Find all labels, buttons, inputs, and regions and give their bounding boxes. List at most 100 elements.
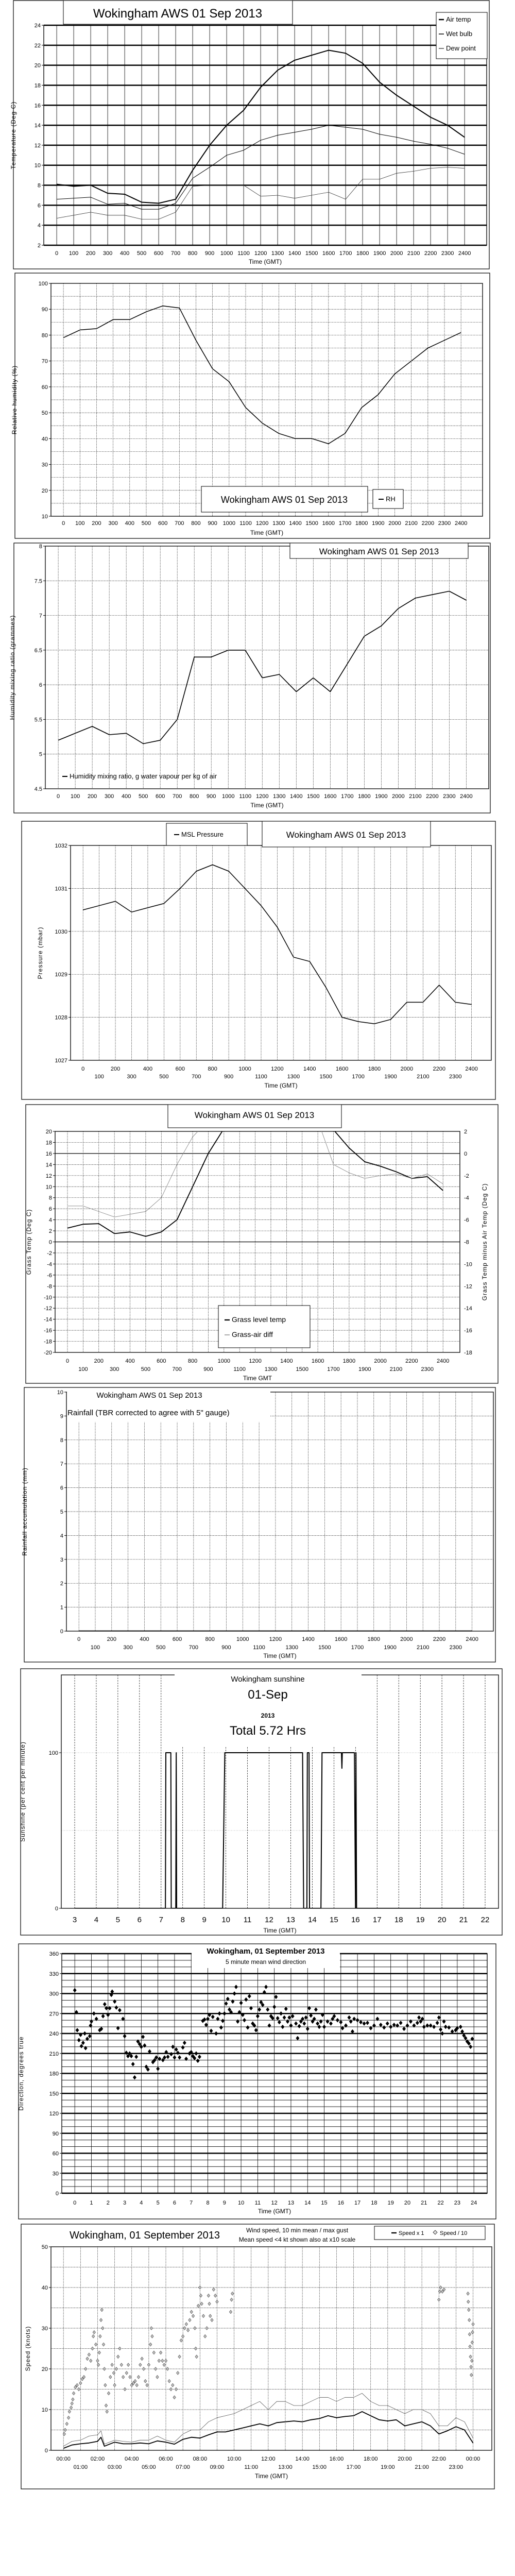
- y-tick-label: 16: [46, 1151, 52, 1157]
- data-point: [209, 2028, 213, 2033]
- y-tick-label: 1031: [55, 886, 67, 892]
- data-point: [281, 2024, 285, 2029]
- x-tick-label: 1300: [285, 1645, 298, 1651]
- data-point: [437, 2297, 441, 2302]
- data-point: [385, 2021, 389, 2026]
- data-point: [109, 2375, 112, 2379]
- data-point: [80, 2377, 84, 2381]
- data-point: [104, 2383, 107, 2387]
- data-point: [229, 2010, 233, 2015]
- y-tick-label: 50: [42, 2244, 48, 2250]
- data-point: [147, 2363, 151, 2367]
- x-tick-label: 2100: [409, 793, 421, 800]
- data-point: [124, 2050, 128, 2055]
- data-point: [67, 2415, 71, 2420]
- mixing-ratio-chart: 4.5 5 5.5 6 6.5 7 7.5 8 0 100 200 300 400 500 600 700 80…: [9, 543, 491, 814]
- data-point: [202, 2017, 207, 2022]
- data-point: [181, 2045, 185, 2050]
- x-tick-label: 21:00: [415, 2464, 429, 2470]
- series-line-1: [67, 1131, 443, 1217]
- data-point: [131, 2062, 135, 2066]
- x-tick-label: 2400: [437, 1358, 449, 1364]
- x-tick-label: 22:00: [432, 2456, 447, 2462]
- x-tick-label: 900: [208, 520, 217, 527]
- series-line-0: [56, 49, 465, 204]
- x-tick-label: 100: [69, 250, 78, 257]
- x-tick-label: 600: [176, 1066, 185, 1072]
- data-point: [195, 2354, 198, 2359]
- chart-total: Total 5.72 Hrs: [230, 1724, 306, 1738]
- x-tick-label: 5: [116, 1916, 120, 1924]
- data-point: [467, 2299, 470, 2304]
- data-point: [339, 2020, 343, 2025]
- y-tick-label: 100: [39, 281, 48, 287]
- data-point: [171, 2383, 175, 2387]
- x-tick-label: 800: [205, 1636, 214, 1642]
- data-point: [77, 2387, 81, 2392]
- data-point: [88, 2033, 92, 2039]
- x-axis-title: Time (GMT): [249, 258, 282, 265]
- data-point: [236, 2019, 240, 2024]
- y-tick-label: 2: [38, 243, 41, 249]
- data-point: [270, 2015, 274, 2021]
- chart-title: Wokingham, 01 September 2013: [207, 1947, 325, 1956]
- series-group: [67, 1131, 443, 1237]
- y-tick-label: 14: [46, 1162, 52, 1168]
- data-point: [122, 2375, 125, 2379]
- data-point: [294, 2021, 298, 2026]
- x-tick-label: 2100: [417, 1645, 429, 1651]
- x-tick-label: 1600: [322, 520, 335, 527]
- y-tick-label: 18: [46, 1140, 52, 1146]
- x-axis-title: Time (GMT): [250, 529, 283, 536]
- x-tick-label: 1700: [352, 1074, 364, 1080]
- x-tick-label: 11: [255, 2200, 261, 2206]
- data-point: [145, 2383, 149, 2387]
- x-tick-label: 200: [86, 250, 95, 257]
- data-point: [183, 2326, 186, 2330]
- x-tick-label: 15:00: [313, 2464, 327, 2470]
- data-point: [438, 2289, 442, 2294]
- data-point: [442, 2287, 446, 2292]
- y-axis-title: Temperature (Deg C): [10, 101, 17, 170]
- y-tick-label: 5.5: [35, 717, 42, 723]
- data-point: [73, 1988, 77, 1993]
- data-point: [154, 2367, 158, 2371]
- data-point: [83, 2046, 88, 2050]
- x-tick-label: 2100: [407, 250, 420, 257]
- x-tick-label: 8: [206, 2200, 209, 2206]
- x-tick-label: 700: [171, 250, 180, 257]
- data-point: [392, 2022, 396, 2027]
- data-point: [312, 2016, 316, 2021]
- data-point: [79, 2044, 83, 2048]
- data-point: [104, 2403, 108, 2408]
- x-tick-label: 2100: [417, 1074, 429, 1080]
- data-point: [190, 2310, 193, 2314]
- series-line-1: [63, 2411, 474, 2449]
- data-point: [347, 2015, 351, 2020]
- data-point: [191, 2314, 195, 2318]
- x-tick-label: 200: [107, 1636, 116, 1642]
- x-tick-label: 13: [288, 2200, 294, 2206]
- data-point: [425, 2023, 430, 2028]
- label-box: [436, 12, 488, 59]
- data-point: [189, 2049, 193, 2055]
- x-tick-label: 04:00: [125, 2456, 139, 2462]
- x-tick-label: 100: [71, 793, 80, 800]
- x-tick-label: 12: [271, 2200, 278, 2206]
- data-point: [290, 2014, 295, 2019]
- x-tick-label: 2400: [466, 1636, 478, 1642]
- y-tick-label: 70: [42, 359, 48, 365]
- x-tick-label: 24: [471, 2200, 477, 2206]
- y-tick-label: 9: [60, 1413, 63, 1419]
- data-point: [112, 2370, 116, 2375]
- y-tick-label: 40: [42, 2285, 48, 2291]
- data-point: [443, 2024, 448, 2029]
- x-tick-label: 17: [373, 1916, 382, 1924]
- y2-tick-label: -4: [464, 1195, 469, 1201]
- y-tick-label: 210: [49, 2051, 59, 2057]
- x-tick-label: 22: [481, 1916, 490, 1924]
- x-tick-label: 0: [57, 793, 60, 800]
- data-point: [166, 2054, 170, 2059]
